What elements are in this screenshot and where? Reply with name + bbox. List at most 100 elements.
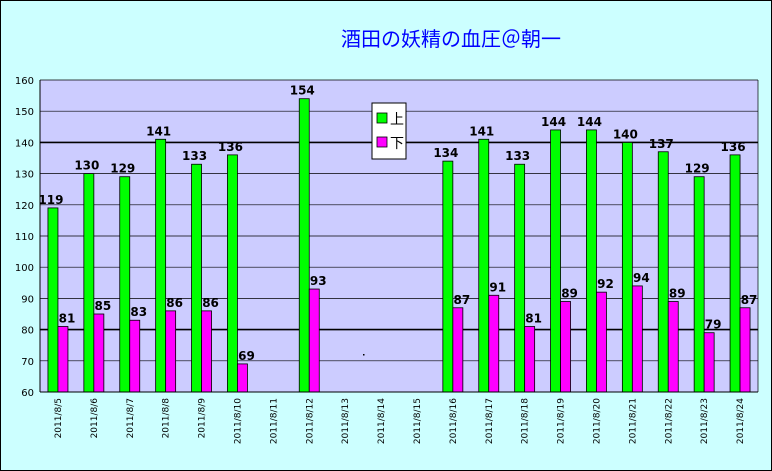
data-label: 81 xyxy=(525,311,542,325)
y-tick-label: 130 xyxy=(15,170,34,181)
data-label: 129 xyxy=(110,162,135,176)
data-label: 137 xyxy=(649,137,674,151)
bar-upper xyxy=(298,98,310,393)
x-tick-label: 2011/8/13 xyxy=(341,398,351,444)
data-label: 133 xyxy=(182,149,207,163)
data-label: 141 xyxy=(469,124,494,138)
y-tick-label: 140 xyxy=(15,138,34,149)
bar-lower xyxy=(129,319,141,393)
stray-dot xyxy=(363,354,365,356)
legend-label: 下 xyxy=(390,136,404,152)
data-label: 141 xyxy=(146,124,171,138)
legend-swatch xyxy=(376,112,388,124)
x-tick-label: 2011/8/24 xyxy=(736,398,746,444)
data-label: 83 xyxy=(130,305,147,319)
bar-lower xyxy=(488,294,500,393)
bar-upper xyxy=(657,151,669,393)
bar-upper xyxy=(47,207,59,393)
bar-lower xyxy=(165,310,177,393)
y-tick-label: 70 xyxy=(21,357,34,368)
y-tick-label: 60 xyxy=(21,388,34,399)
data-label: 86 xyxy=(166,296,183,310)
data-label: 144 xyxy=(541,115,566,129)
data-label: 133 xyxy=(505,149,530,163)
data-label: 85 xyxy=(94,299,111,313)
data-label: 81 xyxy=(59,311,76,325)
x-tick-label: 2011/8/5 xyxy=(54,398,64,438)
bar-lower xyxy=(237,363,248,393)
x-tick-label: 2011/8/21 xyxy=(628,398,638,444)
data-label: 130 xyxy=(74,159,99,173)
chart-title: 酒田の妖精の血圧＠朝一 xyxy=(341,27,561,51)
y-tick-label: 110 xyxy=(15,232,34,243)
data-label: 79 xyxy=(705,318,722,332)
x-tick-label: 2011/8/7 xyxy=(126,398,136,438)
bar-upper xyxy=(621,141,633,393)
bar-upper xyxy=(586,129,597,393)
x-tick-label: 2011/8/15 xyxy=(413,398,423,444)
x-tick-label: 2011/8/20 xyxy=(592,398,602,444)
legend-box xyxy=(371,102,407,160)
data-label: 94 xyxy=(633,271,650,285)
bar-upper xyxy=(442,160,454,393)
bar-lower xyxy=(631,285,643,393)
bar-upper xyxy=(514,163,526,393)
bar-lower xyxy=(452,307,464,393)
bar-upper xyxy=(155,138,167,393)
data-label: 69 xyxy=(238,349,255,363)
legend-swatch xyxy=(376,136,388,148)
data-label: 136 xyxy=(721,140,746,154)
y-tick-label: 120 xyxy=(15,201,34,212)
bar-lower xyxy=(739,307,751,393)
x-tick-label: 2011/8/8 xyxy=(162,398,172,439)
data-label: 91 xyxy=(489,280,506,294)
x-tick-label: 2011/8/19 xyxy=(557,398,567,444)
bar-lower xyxy=(201,310,212,393)
bar-lower xyxy=(596,291,607,393)
bar-lower xyxy=(93,313,105,393)
x-tick-label: 2011/8/11 xyxy=(269,398,279,444)
data-label: 93 xyxy=(310,274,327,288)
data-label: 129 xyxy=(685,162,710,176)
bar-lower xyxy=(667,301,679,393)
bar-upper xyxy=(478,138,490,393)
y-tick-label: 100 xyxy=(15,263,34,274)
bar-upper xyxy=(119,176,131,393)
axes: 60 70 80 90 100 110 120 130 140 150 160 2011/8/5 201… xyxy=(15,76,759,444)
x-tick-label: 2011/8/22 xyxy=(664,398,674,444)
legend-label: 上 xyxy=(390,112,404,128)
data-label: 136 xyxy=(218,140,243,154)
bar-upper xyxy=(191,163,202,393)
data-label: 86 xyxy=(202,296,219,310)
y-tick-label: 150 xyxy=(15,107,34,118)
bar-upper xyxy=(693,176,705,393)
data-labels: 119 81 130 85 129 83 141 86 133 86 136 69 154 93 134 87… xyxy=(38,84,757,363)
x-tick-label: 2011/8/14 xyxy=(377,398,387,444)
data-label: 119 xyxy=(38,193,63,207)
x-tick-label: 2011/8/10 xyxy=(233,398,243,444)
data-label: 144 xyxy=(577,115,602,129)
y-tick-label: 90 xyxy=(21,294,34,305)
x-tick-label: 2011/8/17 xyxy=(485,398,495,444)
bar-upper xyxy=(227,154,238,393)
x-tick-label: 2011/8/18 xyxy=(521,398,531,444)
bar-lower xyxy=(703,332,715,393)
legend: 上下 xyxy=(371,102,407,160)
y-tick-label: 80 xyxy=(21,326,34,337)
data-label: 87 xyxy=(453,293,470,307)
bar-upper xyxy=(83,173,95,393)
data-label: 134 xyxy=(433,146,458,160)
data-label: 89 xyxy=(669,287,686,301)
bar-upper xyxy=(550,129,561,393)
data-label: 92 xyxy=(597,277,614,291)
bar-lower xyxy=(57,326,69,393)
data-label: 154 xyxy=(290,84,315,98)
bar-upper xyxy=(729,154,741,393)
data-label: 140 xyxy=(613,127,638,141)
x-tick-label: 2011/8/16 xyxy=(449,398,459,444)
y-tick-label: 160 xyxy=(15,76,34,87)
bar-lower xyxy=(308,288,320,393)
bar-lower xyxy=(524,326,536,393)
data-label: 89 xyxy=(561,287,578,301)
